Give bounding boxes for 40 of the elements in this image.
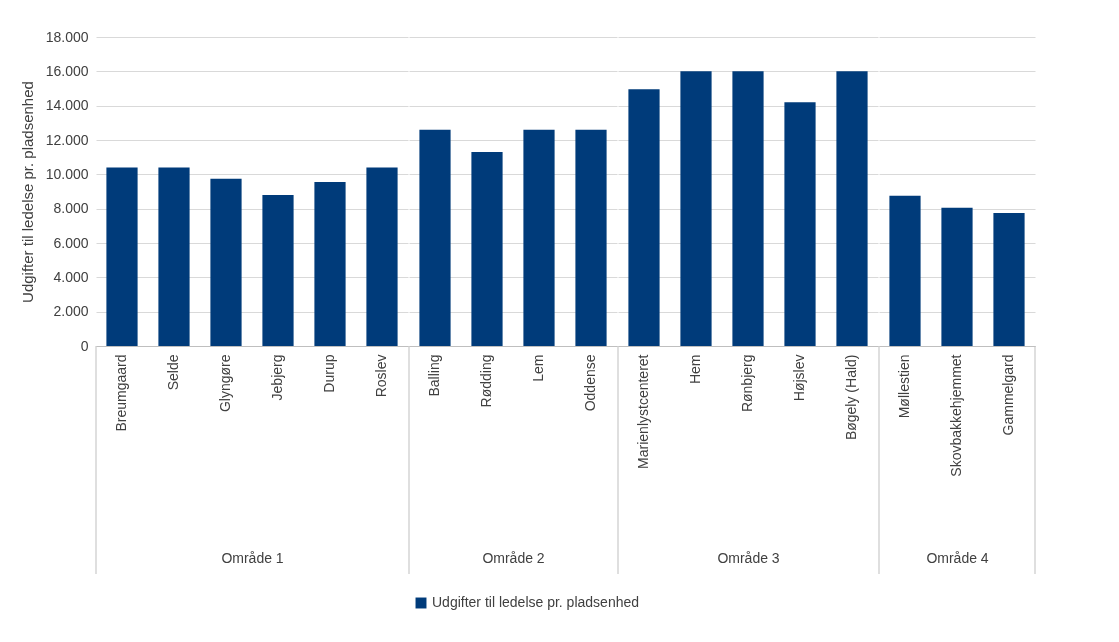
x-tick-label: Gammelgard [1000, 354, 1016, 436]
x-tick-label: Marienlystcenteret [635, 354, 651, 469]
x-tick-label: Møllestien [896, 354, 912, 419]
bar [158, 167, 190, 346]
x-tick-label: Durup [321, 354, 337, 393]
x-tick-label: Rønbjerg [739, 354, 755, 413]
x-tick-label: Oddense [582, 354, 598, 412]
legend-label: Udgifter til ledelse pr. pladsenhed [432, 594, 640, 610]
y-axis-title: Udgifter til ledelse pr. pladsenhed [18, 81, 36, 303]
x-axis-title: Område 4 [926, 549, 989, 566]
x-axis-title: Område 2 [482, 549, 545, 566]
y-tick-label: 6.000 [53, 234, 89, 251]
x-tick-label: Breumgaard [113, 354, 129, 432]
x-tick-label: Højslev [791, 354, 807, 402]
y-tick-label: 14.000 [45, 97, 89, 114]
x-tick-label: Jebjerg [269, 354, 285, 401]
x-tick-label: Bøgely (Hald) [843, 354, 859, 441]
bar [210, 178, 242, 346]
bar [314, 182, 346, 346]
x-tick-label: Glyngøre [217, 354, 233, 413]
x-tick-label: Lem [530, 354, 546, 382]
y-tick-label: 4.000 [53, 268, 89, 285]
x-tick-label: Skovbakkehjemmet [948, 354, 964, 477]
bar [106, 167, 138, 346]
x-tick-label: Roslev [373, 354, 389, 398]
x-tick-label: Hem [687, 354, 703, 385]
y-tick-label: 0 [80, 337, 89, 354]
y-tick-label: 18.000 [45, 28, 89, 45]
bar [262, 194, 294, 346]
bar [366, 167, 398, 346]
y-tick-label: 2.000 [53, 303, 89, 320]
y-tick-label: 10.000 [45, 165, 89, 182]
x-tick-label: Balling [426, 354, 442, 397]
y-tick-label: 12.000 [45, 131, 89, 148]
y-tick-label: 16.000 [45, 62, 89, 79]
y-tick-label: 8.000 [53, 200, 89, 217]
x-axis-title: Område 3 [717, 549, 780, 566]
x-tick-label: Selde [165, 354, 181, 391]
x-tick-label: Rødding [478, 354, 494, 408]
x-axis-title: Område 1 [221, 549, 284, 566]
